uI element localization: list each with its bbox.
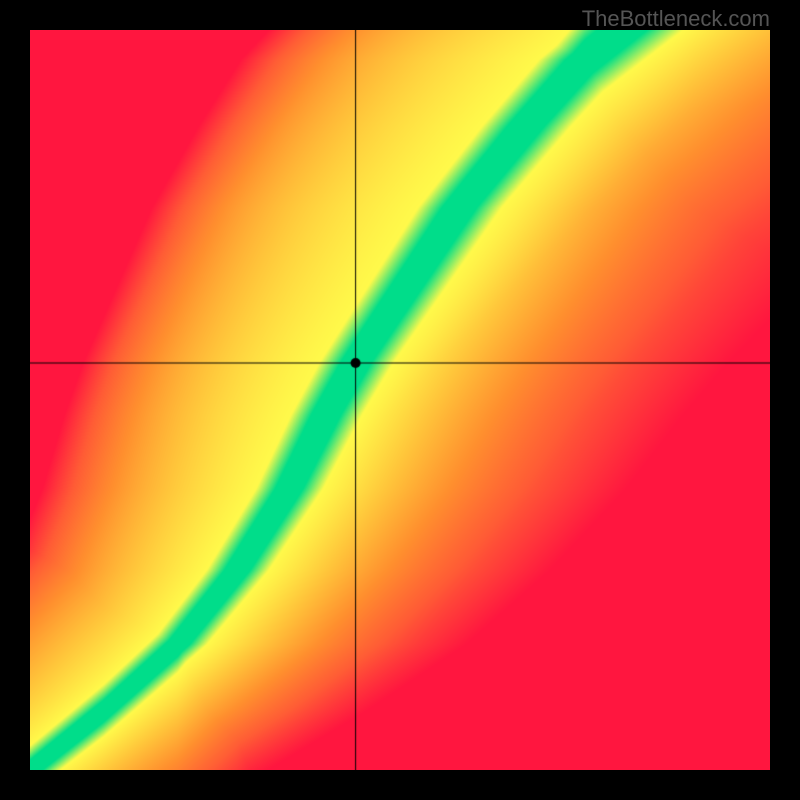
bottleneck-heatmap bbox=[30, 30, 770, 770]
heatmap-canvas bbox=[30, 30, 770, 770]
watermark-text: TheBottleneck.com bbox=[582, 6, 770, 32]
